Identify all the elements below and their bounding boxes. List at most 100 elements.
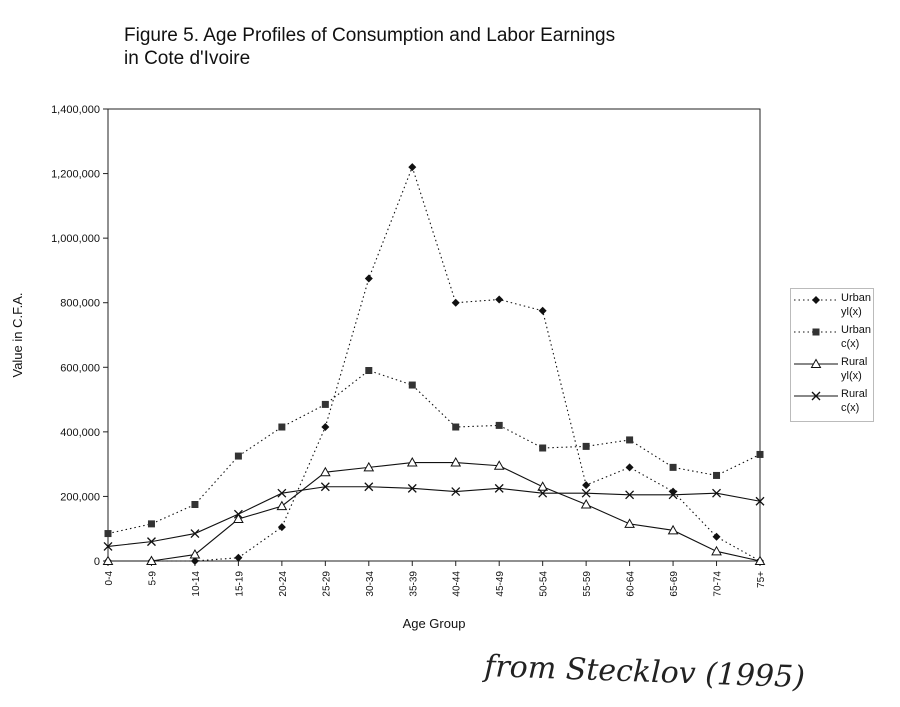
series-line-rural-yl-x <box>108 461 761 562</box>
data-point-urban-c-x <box>278 423 286 431</box>
data-point-rural-c-x <box>364 482 374 492</box>
x-axis-label: Age Group <box>403 616 466 631</box>
legend-label-line-1: Urban <box>841 292 871 304</box>
data-point-rural-yl-x <box>624 518 635 528</box>
data-point-urban-yl-x <box>321 423 330 432</box>
data-point-urban-c-x <box>626 436 634 444</box>
legend-marker <box>812 296 820 304</box>
plot-area <box>107 108 761 562</box>
x-tick-label: 5-9 <box>147 571 158 586</box>
data-point-urban-c-x <box>234 452 242 460</box>
legend-item: Rural yl(x) <box>791 355 875 387</box>
series-line-urban-c-x <box>107 369 761 535</box>
y-axis-label: Value in C.F.A. <box>10 292 25 377</box>
data-point-urban-c-x <box>365 367 373 375</box>
series-line-rural-c-x <box>107 486 761 548</box>
legend-swatch <box>794 296 838 304</box>
x-tick-label: 0-4 <box>104 571 115 586</box>
data-point-rural-yl-x <box>493 460 505 470</box>
x-tick-label: 65-69 <box>669 571 680 597</box>
data-point-rural-yl-x <box>276 500 288 511</box>
data-point-urban-c-x <box>321 400 329 408</box>
series-urban-c-x <box>104 367 764 538</box>
legend-label: Urban c(x) <box>841 323 871 351</box>
x-tick-label: 75+ <box>756 571 767 588</box>
data-point-rural-c-x <box>233 509 243 519</box>
data-point-urban-yl-x <box>234 553 243 562</box>
x-tick-label: 50-54 <box>539 571 550 597</box>
x-tick-label: 45-49 <box>495 571 506 597</box>
chart-title: Figure 5. Age Profiles of Consumption an… <box>124 24 615 70</box>
data-point-rural-yl-x <box>754 555 766 565</box>
data-point-rural-c-x <box>103 542 113 551</box>
data-point-urban-yl-x <box>495 295 504 304</box>
legend-label-line-2: yl(x) <box>841 370 862 382</box>
x-tick-label: 20-24 <box>278 571 289 597</box>
chart-title-line-1: Figure 5. Age Profiles of Consumption an… <box>124 25 616 46</box>
x-tick-label: 55-59 <box>582 571 593 597</box>
data-point-rural-c-x <box>451 487 461 497</box>
data-point-rural-c-x <box>494 483 504 493</box>
data-point-urban-yl-x <box>625 463 634 472</box>
data-point-rural-yl-x <box>363 461 375 472</box>
data-point-rural-yl-x <box>580 498 592 509</box>
data-point-urban-c-x <box>495 421 503 429</box>
x-tick-label: 15-19 <box>234 571 245 597</box>
data-point-rural-yl-x <box>667 524 679 535</box>
data-point-rural-c-x <box>407 483 417 493</box>
legend-item: Urban yl(x) <box>791 291 875 323</box>
data-point-urban-yl-x <box>451 298 460 307</box>
data-point-urban-yl-x <box>408 163 417 172</box>
y-tick-label: 1,400,000 <box>51 104 100 116</box>
data-point-urban-c-x <box>408 381 416 389</box>
data-point-rural-c-x <box>625 490 635 500</box>
data-point-urban-c-x <box>669 463 677 471</box>
data-point-urban-c-x <box>147 520 155 528</box>
x-tick-label: 30-34 <box>365 571 376 597</box>
data-point-rural-yl-x <box>233 513 244 524</box>
data-point-rural-yl-x <box>450 457 462 467</box>
data-point-rural-yl-x <box>406 457 418 467</box>
legend-label-line-1: Rural <box>841 388 868 400</box>
data-point-urban-c-x <box>713 471 721 479</box>
x-tick-label: 70-74 <box>713 571 724 597</box>
data-point-urban-c-x <box>191 501 199 508</box>
data-point-rural-c-x <box>320 482 330 492</box>
chart-title-line-2: in Cote d'Ivoire <box>124 48 251 69</box>
data-point-urban-c-x <box>452 423 460 431</box>
data-point-rural-c-x <box>147 537 156 547</box>
legend-marker <box>811 391 821 401</box>
y-tick-label: 200,000 <box>60 491 100 503</box>
handwritten-note-text: from Stecklov (1995) <box>482 649 806 695</box>
series-rural-yl-x <box>102 457 766 565</box>
data-point-urban-yl-x <box>277 523 286 532</box>
legend-swatch <box>794 358 838 368</box>
data-point-rural-c-x <box>190 529 200 539</box>
legend-marker <box>810 358 822 368</box>
y-tick-label: 600,000 <box>60 362 100 374</box>
y-tick-label: 0 <box>94 556 100 568</box>
data-point-rural-c-x <box>668 490 678 500</box>
data-point-urban-yl-x <box>364 274 373 283</box>
data-point-rural-c-x <box>755 496 765 506</box>
legend-label: Rural yl(x) <box>841 355 867 383</box>
legend-item: Rural c(x) <box>791 387 875 419</box>
legend-label-line-2: yl(x) <box>841 306 862 318</box>
data-point-rural-c-x <box>581 488 591 498</box>
data-point-urban-c-x <box>582 442 590 450</box>
data-point-rural-yl-x <box>189 549 201 559</box>
legend-item: Urban c(x) <box>791 323 875 355</box>
legend-label-line-2: c(x) <box>841 402 860 414</box>
data-point-rural-yl-x <box>102 555 114 565</box>
legend-label-line-2: c(x) <box>841 338 860 350</box>
handwritten-note: from Stecklov (1995) <box>482 649 806 695</box>
series-line-urban-yl-x <box>108 165 761 562</box>
x-tick-label: 60-64 <box>626 571 637 597</box>
data-point-rural-c-x <box>538 488 548 498</box>
data-point-rural-yl-x <box>319 466 331 477</box>
data-point-rural-c-x <box>712 488 721 498</box>
x-tick-label: 25-29 <box>321 571 332 597</box>
data-point-rural-yl-x <box>711 545 722 556</box>
y-tick-label: 1,000,000 <box>51 233 100 245</box>
legend: Urban yl(x) Urban c(x) Rural yl(x) Rural c(x) <box>790 288 874 422</box>
